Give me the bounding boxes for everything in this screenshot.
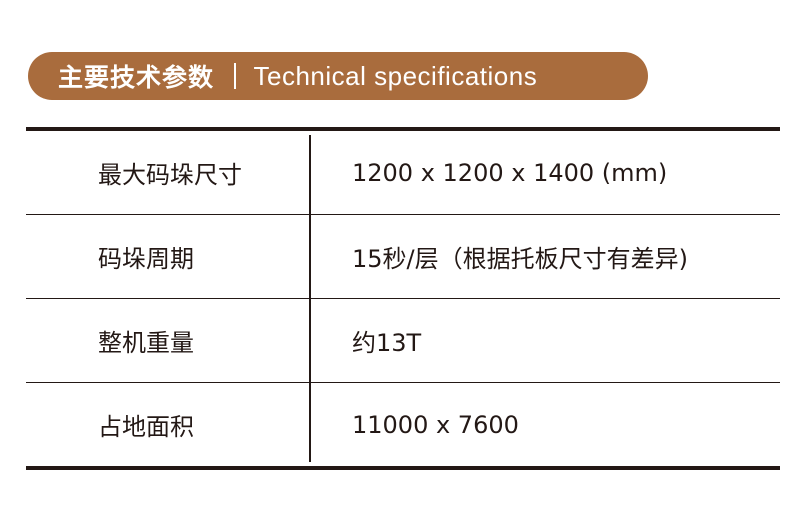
spec-label: 占地面积 — [98, 413, 194, 441]
table-row: 码垛周期 15秒/层（根据托板尺寸有差异) — [26, 215, 780, 299]
spec-label: 码垛周期 — [98, 245, 194, 273]
table-row: 占地面积 11000 x 7600 — [26, 383, 780, 466]
spec-value: 1200 x 1200 x 1400 (mm) — [352, 158, 668, 187]
spec-label: 整机重量 — [98, 329, 194, 357]
section-title-zh: 主要技术参数 — [58, 63, 215, 92]
section-title-en: Technical specifications — [253, 60, 538, 91]
spec-value: 约13T — [352, 329, 422, 357]
spec-value: 11000 x 7600 — [352, 410, 519, 439]
title-divider — [234, 63, 236, 89]
table-top-rule — [26, 127, 780, 131]
spec-table: 最大码垛尺寸 1200 x 1200 x 1400 (mm) 码垛周期 15秒/… — [26, 127, 780, 470]
table-row: 整机重量 约13T — [26, 299, 780, 383]
spec-value: 15秒/层（根据托板尺寸有差异) — [352, 245, 688, 273]
spec-label: 最大码垛尺寸 — [98, 161, 242, 189]
table-row: 最大码垛尺寸 1200 x 1200 x 1400 (mm) — [26, 131, 780, 215]
section-header: 主要技术参数 Technical specifications — [28, 52, 648, 100]
table-bottom-rule — [26, 466, 780, 470]
